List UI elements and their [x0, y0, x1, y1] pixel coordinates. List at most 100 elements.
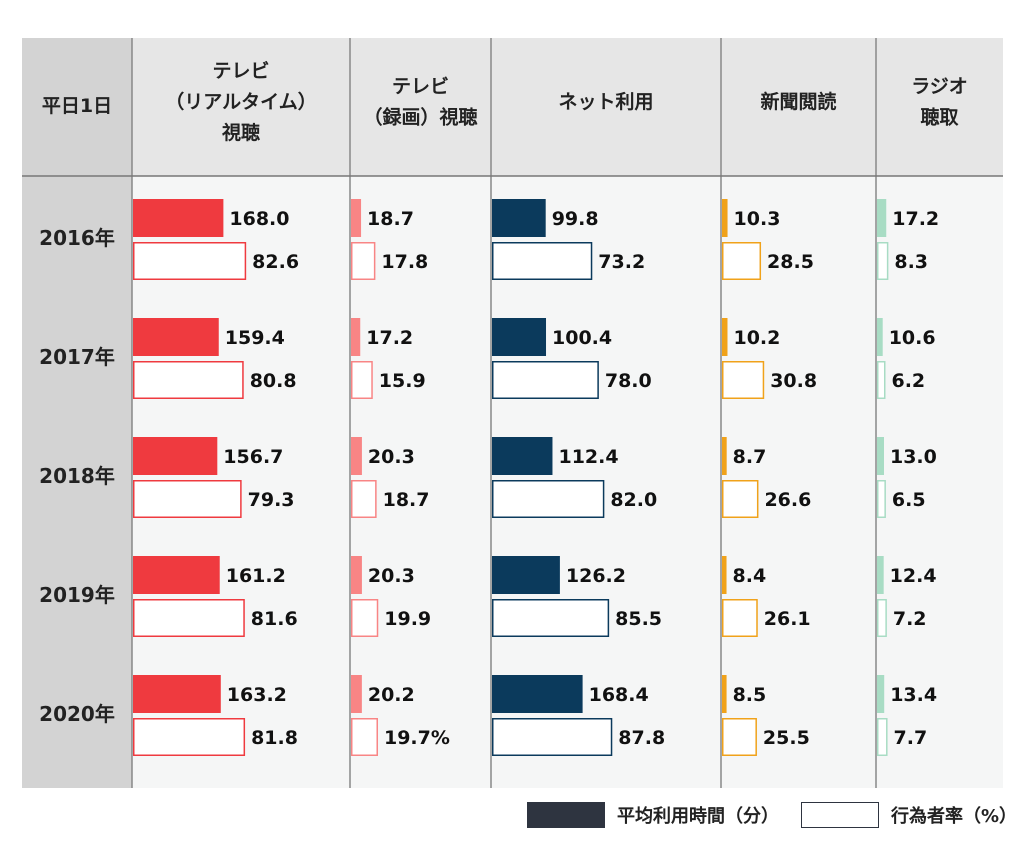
- column-header-tv_recorded-line-0: テレビ: [392, 76, 449, 98]
- label-rate-newspaper-2: 26.6: [764, 489, 811, 511]
- bar-time-tv_recorded-0: [351, 199, 362, 237]
- header-background: [22, 38, 1003, 176]
- label-time-tv_realtime-4: 163.2: [227, 684, 287, 706]
- bar-rate-tv_realtime-3: [133, 599, 245, 637]
- label-time-radio-4: 13.4: [890, 684, 937, 706]
- bar-time-tv_realtime-0: [133, 199, 224, 237]
- bar-rate-tv_recorded-4: [351, 718, 378, 756]
- label-rate-radio-0: 8.3: [894, 251, 928, 273]
- label-time-internet-4: 168.4: [589, 684, 649, 706]
- label-rate-tv_realtime-3: 81.6: [251, 608, 298, 630]
- label-time-newspaper-0: 10.3: [734, 208, 781, 230]
- bar-rate-internet-2: [492, 480, 605, 518]
- label-rate-radio-2: 6.5: [892, 489, 926, 511]
- label-rate-newspaper-3: 26.1: [764, 608, 811, 630]
- legend: 平均利用時間（分） 行為者率（%）: [527, 800, 1017, 830]
- column-header-newspaper-line-0: 新聞閲読: [760, 90, 836, 113]
- label-rate-tv_recorded-4: 19.7%: [384, 727, 450, 749]
- legend-time-label: 平均利用時間（分）: [617, 806, 779, 827]
- bar-time-tv_realtime-4: [133, 675, 221, 713]
- label-rate-internet-3: 85.5: [615, 608, 662, 630]
- bar-rate-tv_recorded-1: [351, 361, 373, 399]
- label-time-tv_realtime-0: 168.0: [229, 208, 289, 230]
- bar-time-radio-2: [877, 437, 884, 475]
- label-rate-internet-4: 87.8: [618, 727, 665, 749]
- bar-time-internet-3: [492, 556, 560, 594]
- bar-time-newspaper-1: [722, 318, 728, 356]
- label-time-tv_realtime-1: 159.4: [225, 327, 285, 349]
- label-time-internet-2: 112.4: [558, 446, 618, 468]
- bar-rate-tv_realtime-1: [133, 361, 244, 399]
- bar-rate-internet-0: [492, 242, 593, 280]
- label-time-radio-2: 13.0: [890, 446, 937, 468]
- bar-rate-radio-4: [877, 718, 888, 756]
- row-label-column-background: [22, 38, 132, 788]
- bar-rate-radio-2: [877, 480, 886, 518]
- bar-rate-tv_realtime-0: [133, 242, 247, 280]
- label-time-radio-1: 10.6: [889, 327, 936, 349]
- column-header-radio-line-1: 聴取: [920, 107, 958, 129]
- label-rate-internet-0: 73.2: [598, 251, 645, 273]
- bar-time-radio-3: [877, 556, 884, 594]
- label-rate-internet-2: 82.0: [610, 489, 657, 511]
- bar-time-internet-1: [492, 318, 547, 356]
- bar-time-tv_recorded-3: [351, 556, 362, 594]
- column-header-radio-line-0: ラジオ: [911, 76, 968, 98]
- label-rate-newspaper-0: 28.5: [767, 251, 814, 273]
- label-rate-tv_recorded-0: 17.8: [381, 251, 428, 273]
- bar-rate-internet-4: [492, 718, 613, 756]
- corner-label: 平日1日: [42, 95, 112, 117]
- column-header-tv_realtime-line-1: （リアルタイム）: [165, 90, 316, 113]
- label-time-radio-3: 12.4: [890, 565, 937, 587]
- label-time-tv_recorded-1: 17.2: [366, 327, 413, 349]
- bar-time-radio-1: [877, 318, 883, 356]
- bar-rate-tv_realtime-4: [133, 718, 246, 756]
- bar-rate-newspaper-1: [722, 361, 765, 399]
- label-time-tv_recorded-4: 20.2: [368, 684, 415, 706]
- bar-time-radio-0: [877, 199, 887, 237]
- legend-rate-swatch: [801, 802, 879, 828]
- label-time-newspaper-4: 8.5: [733, 684, 767, 706]
- label-time-tv_realtime-3: 161.2: [226, 565, 286, 587]
- label-rate-newspaper-4: 25.5: [763, 727, 810, 749]
- bar-time-tv_realtime-2: [133, 437, 218, 475]
- label-rate-tv_realtime-4: 81.8: [251, 727, 298, 749]
- label-time-internet-0: 99.8: [552, 208, 599, 230]
- bar-rate-newspaper-4: [722, 718, 757, 756]
- row-label-4: 2020年: [39, 702, 115, 726]
- label-rate-tv_realtime-0: 82.6: [252, 251, 299, 273]
- label-time-radio-0: 17.2: [892, 208, 939, 230]
- legend-rate-label: 行為者率（%）: [891, 806, 1018, 827]
- bar-rate-radio-1: [877, 361, 886, 399]
- bar-time-newspaper-2: [722, 437, 727, 475]
- bar-rate-internet-1: [492, 361, 599, 399]
- label-rate-newspaper-1: 30.8: [770, 370, 817, 392]
- bar-rate-tv_recorded-3: [351, 599, 379, 637]
- row-label-1: 2017年: [39, 345, 115, 369]
- bar-rate-newspaper-2: [722, 480, 759, 518]
- column-header-tv_realtime-line-0: テレビ: [212, 60, 269, 82]
- label-rate-tv_recorded-1: 15.9: [379, 370, 426, 392]
- label-time-internet-3: 126.2: [566, 565, 626, 587]
- label-time-newspaper-3: 8.4: [733, 565, 767, 587]
- bar-rate-tv_recorded-0: [351, 242, 376, 280]
- column-header-tv_realtime-line-2: 視聴: [221, 121, 260, 144]
- column-header-internet-line-0: ネット利用: [558, 91, 653, 113]
- label-time-newspaper-2: 8.7: [733, 446, 767, 468]
- label-time-tv_recorded-2: 20.3: [368, 446, 415, 468]
- bar-rate-newspaper-3: [722, 599, 758, 637]
- bar-rate-radio-3: [877, 599, 887, 637]
- label-rate-tv_realtime-2: 79.3: [248, 489, 295, 511]
- bar-time-internet-2: [492, 437, 553, 475]
- bar-rate-tv_realtime-2: [133, 480, 242, 518]
- row-label-2: 2018年: [39, 464, 115, 488]
- bar-time-newspaper-4: [722, 675, 727, 713]
- bar-time-internet-0: [492, 199, 546, 237]
- label-rate-tv_recorded-2: 18.7: [383, 489, 430, 511]
- bar-time-tv_recorded-1: [351, 318, 361, 356]
- bar-time-tv_recorded-2: [351, 437, 362, 475]
- label-rate-tv_recorded-3: 19.9: [384, 608, 431, 630]
- label-rate-radio-3: 7.2: [893, 608, 927, 630]
- row-label-0: 2016年: [39, 226, 115, 250]
